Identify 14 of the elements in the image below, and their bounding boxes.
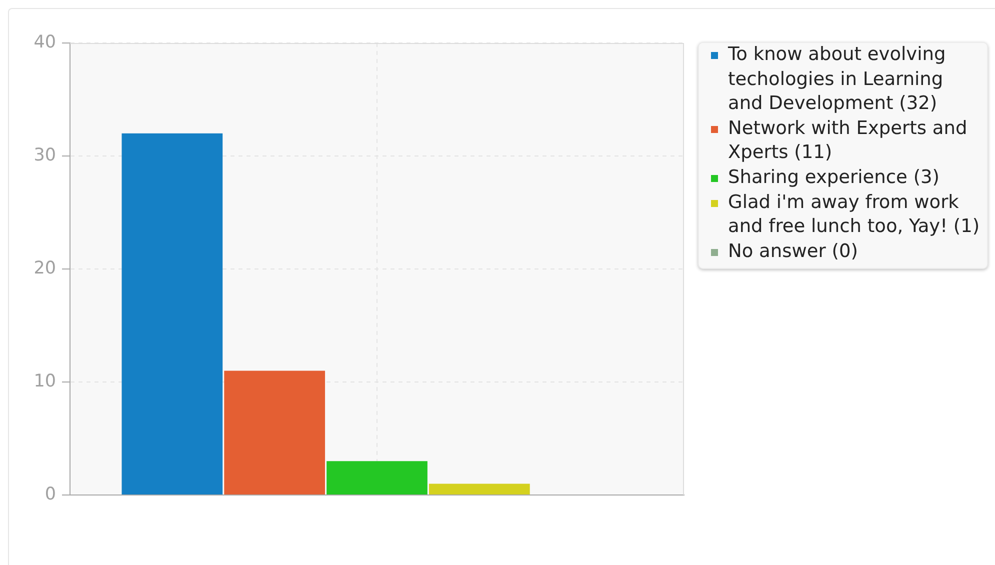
y-tick-label: 10 bbox=[34, 372, 56, 392]
y-tick-label: 20 bbox=[34, 258, 56, 279]
legend-label: No answer (0) bbox=[728, 240, 859, 264]
legend-label: Network with Experts and Xperts (11) bbox=[728, 116, 968, 166]
legend-label: Glad i'm away from work and free lunch too, Yay! (1) bbox=[728, 190, 981, 240]
bar bbox=[122, 133, 223, 494]
legend-label: To know about evolving techologies in Learning and Development (32) bbox=[728, 43, 947, 116]
bar bbox=[326, 461, 428, 494]
y-tick-label: 30 bbox=[34, 146, 56, 166]
bar bbox=[224, 370, 326, 494]
bar bbox=[428, 484, 530, 494]
y-tick-label: 40 bbox=[34, 32, 56, 53]
y-tick-label: 0 bbox=[44, 484, 56, 505]
legend-label: Sharing experience (3) bbox=[728, 166, 941, 190]
